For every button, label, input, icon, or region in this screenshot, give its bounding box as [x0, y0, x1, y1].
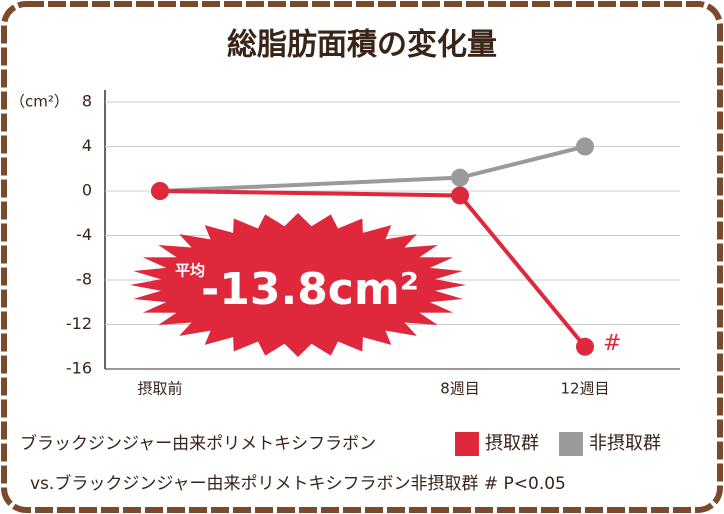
- y-tick-label: 0: [82, 181, 92, 200]
- y-tick-label: 8: [82, 92, 92, 111]
- data-point: [576, 137, 594, 156]
- data-point: [576, 337, 594, 356]
- y-tick-label: 4: [82, 136, 92, 155]
- annotation-burst: [130, 213, 466, 357]
- x-tick-label: 摂取前: [137, 380, 182, 398]
- legend-label: 非摂取群: [589, 433, 661, 454]
- chart-title: 総脂肪面積の変化量: [227, 28, 497, 63]
- y-tick-label: -16: [66, 359, 92, 378]
- footnote: vs.ブラックジンジャー由来ポリメトキシフラボン非摂取群 # P<0.05: [30, 473, 566, 494]
- y-tick-label: -8: [76, 270, 92, 289]
- caption: ブラックジンジャー由来ポリメトキシフラボン: [20, 433, 376, 454]
- x-tick-label: 8週目: [440, 380, 480, 398]
- y-tick-label: -4: [76, 225, 92, 244]
- x-tick-label: 12週目: [560, 380, 609, 398]
- data-point: [451, 168, 469, 187]
- annotation-prefix: 平均: [175, 262, 205, 280]
- legend-swatch: [455, 432, 479, 456]
- legend-swatch: [559, 432, 583, 456]
- significance-mark: #: [603, 331, 621, 356]
- y-tick-label: -12: [66, 314, 92, 333]
- data-point: [451, 186, 469, 205]
- y-axis-label: （cm²）: [10, 93, 69, 111]
- annotation: -13.8cm²: [201, 264, 419, 315]
- data-point: [151, 182, 169, 200]
- legend-label: 摂取群: [485, 433, 539, 454]
